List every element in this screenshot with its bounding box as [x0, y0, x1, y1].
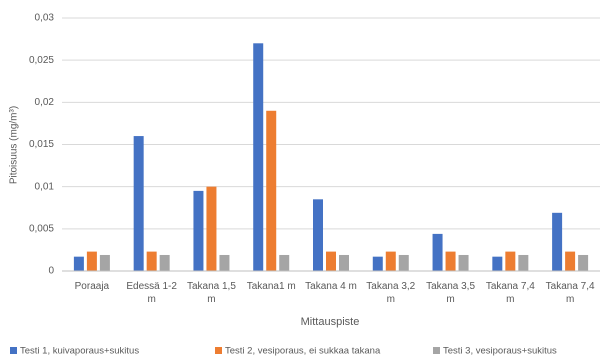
y-tick-label: 0,02	[35, 97, 55, 108]
legend-swatch	[433, 347, 440, 354]
y-tick-label: 0,005	[29, 223, 54, 234]
x-tick-label: Takana 3,2 m	[366, 281, 416, 305]
bar	[339, 254, 349, 271]
y-tick-label: 0,01	[35, 181, 55, 192]
y-axis-label: Pitoisuus (mg/m³)	[9, 106, 20, 184]
bar	[445, 251, 456, 271]
y-tick-label: 0,03	[35, 13, 55, 24]
x-tick-label: Takana 7,4 m	[545, 281, 595, 305]
x-tick-label: Poraaja	[74, 281, 110, 292]
x-axis-label: Mittauspiste	[301, 316, 360, 328]
bar	[432, 233, 443, 271]
bar	[313, 199, 323, 271]
bar	[73, 256, 84, 271]
y-tick-label: 0,015	[29, 139, 54, 150]
bar	[86, 251, 97, 271]
x-tick-label: Takana1 m	[246, 281, 296, 292]
bar	[372, 256, 383, 271]
bar	[518, 254, 529, 271]
bar	[326, 251, 336, 271]
bar	[552, 212, 563, 271]
y-tick-label: 0,025	[29, 55, 54, 66]
bar	[385, 251, 396, 271]
x-tick-label: Takana 3,5 m	[426, 281, 476, 305]
legend-label: Testi 2, vesiporaus, ei sukkaa takana	[225, 346, 381, 357]
bar	[206, 186, 217, 271]
bar	[505, 251, 516, 271]
legend-swatch	[10, 347, 17, 354]
legend-swatch	[215, 347, 222, 354]
bar	[565, 251, 576, 271]
x-tick-label: Takana 4 m	[305, 281, 357, 292]
bar	[99, 254, 110, 271]
bar	[219, 254, 230, 271]
bar	[159, 254, 170, 271]
x-tick-label: Edessä 1-2 m	[126, 281, 177, 305]
bar	[492, 256, 503, 271]
legend-label: Testi 3, vesiporaus+sukitus	[443, 346, 557, 357]
bar	[578, 254, 589, 271]
bar	[146, 251, 157, 271]
bar	[458, 254, 469, 271]
bar	[133, 136, 144, 271]
y-tick-label: 0	[48, 266, 54, 277]
x-tick-label: Takana 1,5 m	[186, 281, 236, 305]
bar	[253, 43, 264, 271]
bar	[398, 254, 409, 271]
legend-label: Testi 1, kuivaporaus+sukitus	[20, 346, 139, 357]
bar	[266, 110, 277, 272]
x-tick-label: Takana 7,4 m	[485, 281, 535, 305]
bar	[279, 254, 290, 271]
bar	[193, 190, 204, 271]
